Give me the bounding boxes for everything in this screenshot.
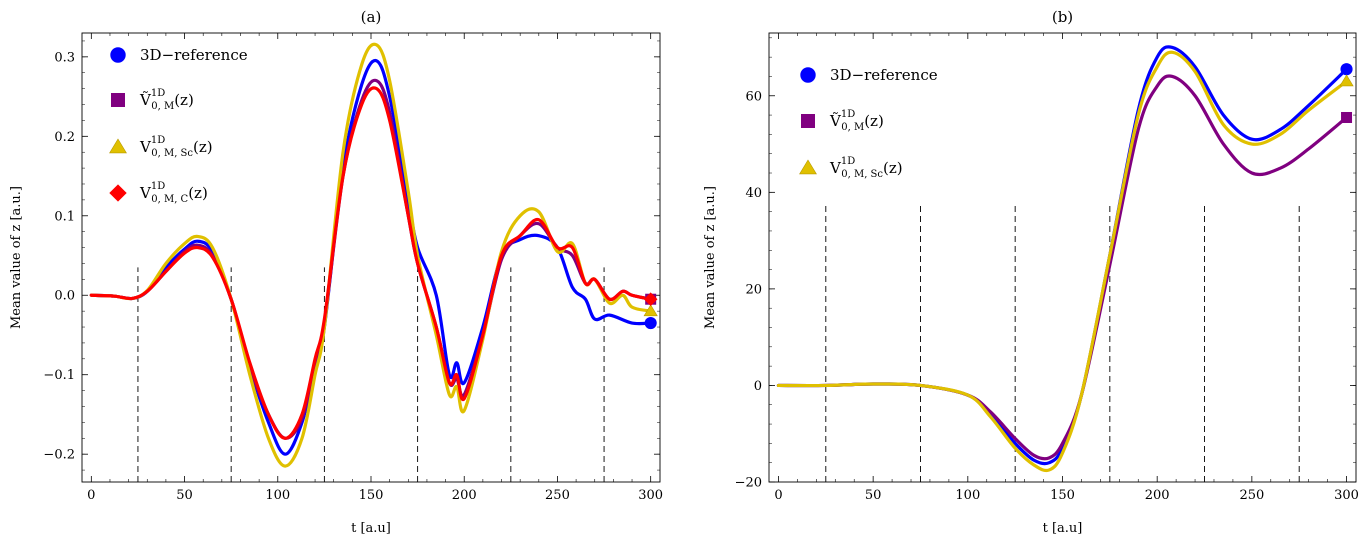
legend-label: V1D 0, M, Sc(z): [829, 156, 903, 180]
legend-label: Ṽ1D 0, M(z): [829, 109, 884, 133]
series-end-marker: [1341, 111, 1353, 123]
series-group: [89, 42, 653, 468]
legend-label: Ṽ1D 0, M(z): [139, 88, 194, 112]
y-tick-label: −0.1: [43, 368, 75, 383]
x-tick-label: 100: [265, 488, 290, 503]
x-axis-label: t [a.u]: [351, 521, 391, 536]
x-tick-label: 250: [1239, 488, 1264, 503]
x-tick-label: 100: [955, 488, 980, 503]
x-tick-label: 200: [452, 488, 477, 503]
y-tick-label: 20: [745, 282, 762, 297]
y-axis-label: Mean value of z [a.u.]: [703, 186, 718, 329]
y-tick-label: 0.0: [54, 289, 75, 304]
y-tick-label: 60: [745, 89, 762, 104]
y-tick-label: −0.2: [43, 448, 75, 463]
x-tick-label: 50: [865, 488, 882, 503]
series-line: [776, 74, 1349, 461]
panel-b: (b) 0 50 100 150 200 250 300 −20 0 20 40 60 t [a.u] Me…: [703, 8, 1359, 536]
y-tick-label: 0.2: [54, 130, 75, 145]
series-end-marker: [643, 304, 658, 317]
series-line: [89, 58, 653, 456]
x-tick-label: 150: [1050, 488, 1075, 503]
series-group: [776, 45, 1349, 473]
y-tick-label: 0.1: [54, 209, 75, 224]
panel-a: (a) 0 50 100 150 200 250 300 −0.2 −0.1 0.0 0.1 0.2 0.…: [9, 8, 663, 536]
x-tick-label: 0: [87, 488, 95, 503]
legend: 3D−reference Ṽ1D 0, M(z) V1D 0, M, Sc(z) V1D…: [109, 46, 248, 205]
series-line: [776, 50, 1349, 473]
legend-marker: [800, 67, 816, 83]
x-tick-label: 200: [1145, 488, 1170, 503]
legend-marker: [111, 93, 125, 107]
plot-frame: [768, 32, 1357, 483]
y-tick-label: 0.3: [54, 50, 75, 65]
y-tick-label: 0: [754, 379, 762, 394]
series-end-marker: [1339, 74, 1354, 87]
series-line: [776, 45, 1349, 466]
legend-marker: [109, 138, 127, 154]
legend-marker: [110, 47, 126, 63]
legend-marker: [109, 184, 127, 202]
legend-label: V1D 0, M, C(z): [139, 181, 208, 205]
legend-marker: [799, 159, 817, 175]
x-tick-label: 150: [359, 488, 384, 503]
legend: 3D−reference Ṽ1D 0, M(z) V1D 0, M, Sc(z): [799, 66, 938, 180]
x-tick-label: 300: [1334, 488, 1359, 503]
x-tick-label: 50: [176, 488, 193, 503]
chart-title: (b): [1052, 8, 1073, 26]
series-line: [89, 86, 653, 440]
x-tick-label: 0: [774, 488, 782, 503]
chart-title: (a): [361, 8, 382, 26]
legend-label: 3D−reference: [140, 46, 248, 64]
legend-label: 3D−reference: [830, 66, 938, 84]
legend-label: V1D 0, M, Sc(z): [139, 135, 213, 159]
series-end-marker: [644, 317, 657, 330]
y-axis-label: Mean value of z [a.u.]: [9, 186, 24, 329]
x-tick-label: 300: [638, 488, 663, 503]
y-tick-label: 40: [745, 186, 762, 201]
y-tick-label: −20: [735, 476, 762, 491]
series-end-marker: [643, 292, 658, 307]
legend-marker: [801, 114, 815, 128]
x-axis-label: t [a.u]: [1043, 521, 1083, 536]
series-end-marker: [1340, 63, 1353, 76]
x-tick-label: 250: [545, 488, 570, 503]
series-line: [89, 78, 653, 440]
